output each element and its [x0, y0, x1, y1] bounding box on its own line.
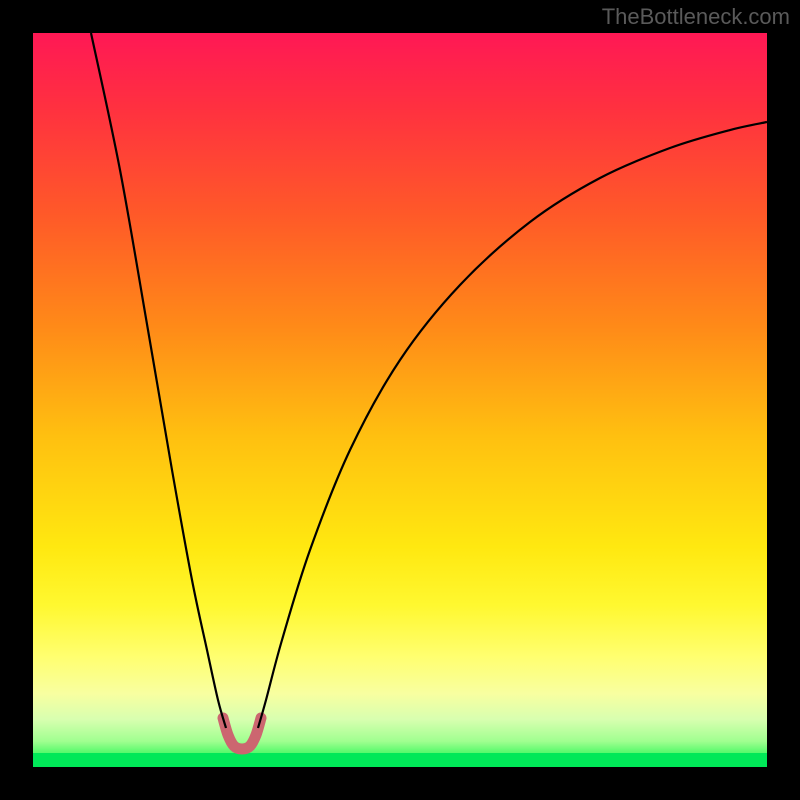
curve-right-branch — [258, 122, 767, 728]
chart-container: { "canvas": { "w": 800, "h": 800 }, "bor… — [0, 0, 800, 800]
trough-marker — [223, 718, 261, 749]
curve-left-branch — [91, 33, 226, 728]
curve-layer — [0, 0, 800, 800]
watermark-text: TheBottleneck.com — [602, 4, 790, 30]
